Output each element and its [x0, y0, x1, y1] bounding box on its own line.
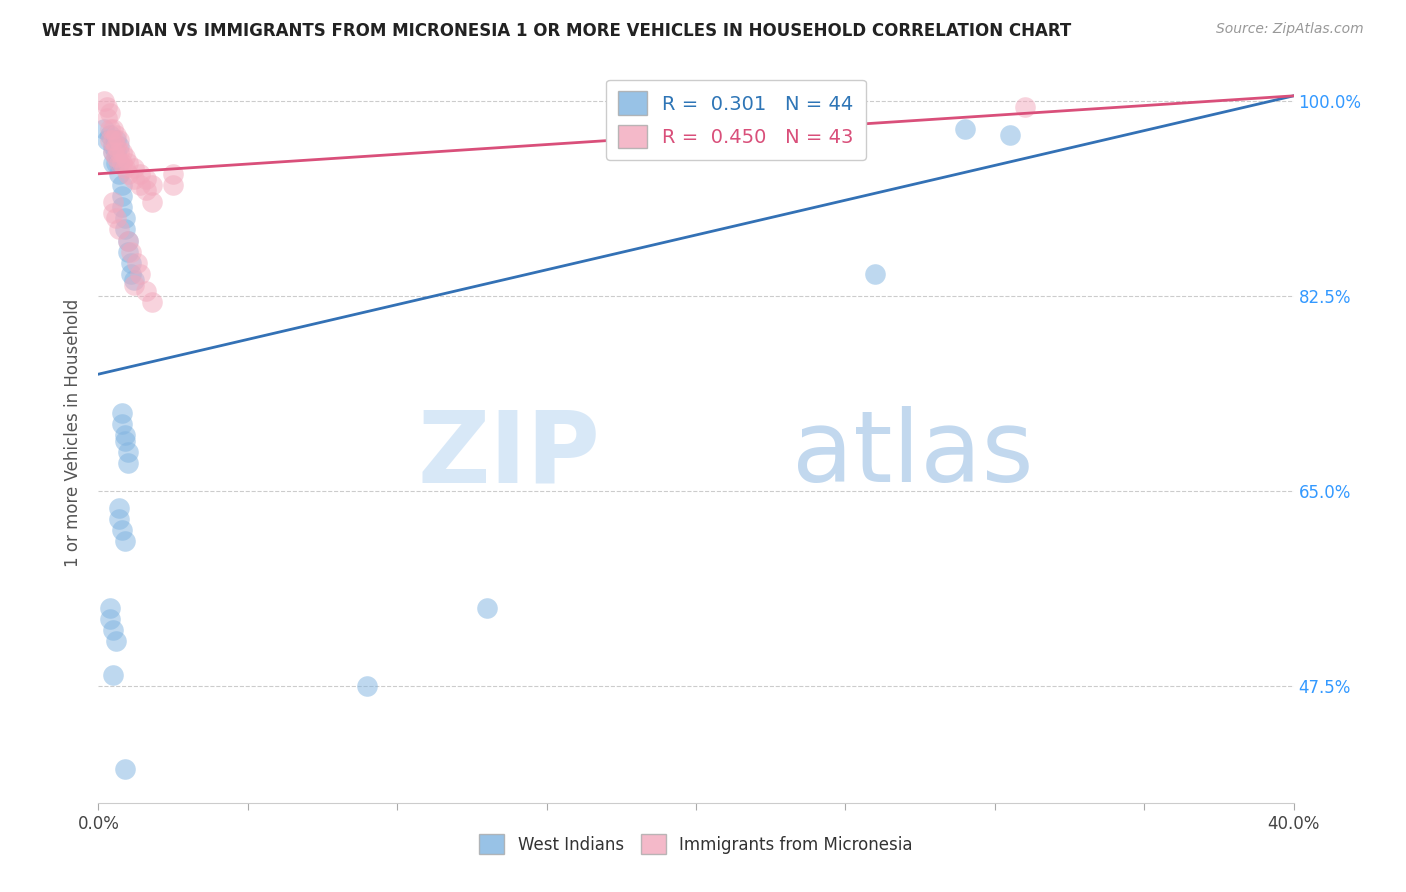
Point	[108, 133, 131, 147]
Point	[124, 272, 146, 286]
Point	[108, 512, 131, 526]
Point	[105, 128, 128, 142]
Point	[114, 150, 136, 164]
Point	[117, 155, 139, 169]
Point	[475, 601, 498, 615]
Point	[105, 150, 128, 164]
Point	[105, 155, 128, 169]
Point	[105, 145, 128, 159]
Point	[117, 456, 139, 470]
Point	[93, 95, 115, 109]
Point	[114, 428, 136, 442]
Point	[96, 133, 118, 147]
Point	[98, 128, 122, 142]
Point	[108, 139, 131, 153]
Point	[117, 445, 139, 459]
Point	[124, 172, 146, 186]
Point	[114, 434, 136, 448]
Point	[162, 178, 184, 192]
Point	[98, 122, 122, 136]
Point	[111, 523, 134, 537]
Point	[98, 133, 122, 147]
Point	[114, 161, 136, 176]
Point	[120, 256, 142, 270]
Point	[117, 234, 139, 248]
Point	[108, 222, 131, 236]
Point	[141, 194, 163, 209]
Point	[141, 294, 163, 309]
Point	[111, 145, 134, 159]
Point	[111, 189, 134, 203]
Point	[93, 122, 115, 136]
Point	[98, 105, 122, 120]
Point	[135, 284, 157, 298]
Legend: West Indians, Immigrants from Micronesia: West Indians, Immigrants from Micronesia	[472, 828, 920, 861]
Point	[96, 111, 118, 125]
Text: ZIP: ZIP	[418, 407, 600, 503]
Point	[129, 167, 152, 181]
Point	[105, 139, 128, 153]
Point	[108, 500, 131, 515]
Point	[114, 534, 136, 549]
Point	[141, 178, 163, 192]
Point	[124, 278, 146, 293]
Point	[135, 172, 157, 186]
Point	[111, 406, 134, 420]
Point	[356, 679, 378, 693]
Point	[98, 601, 122, 615]
Point	[108, 155, 131, 169]
Point	[114, 222, 136, 236]
Point	[953, 122, 976, 136]
Point	[108, 145, 131, 159]
Point	[129, 178, 152, 192]
Point	[111, 155, 134, 169]
Point	[998, 128, 1021, 142]
Point	[1014, 100, 1036, 114]
Point	[103, 667, 125, 681]
Point	[135, 184, 157, 198]
Point	[108, 167, 131, 181]
Point	[129, 267, 152, 281]
Point	[120, 244, 142, 259]
Point	[103, 624, 125, 638]
Text: Source: ZipAtlas.com: Source: ZipAtlas.com	[1216, 22, 1364, 37]
Point	[105, 211, 128, 226]
Point	[114, 211, 136, 226]
Point	[105, 133, 128, 147]
Y-axis label: 1 or more Vehicles in Household: 1 or more Vehicles in Household	[65, 299, 83, 566]
Point	[111, 417, 134, 432]
Point	[865, 267, 887, 281]
Point	[111, 178, 134, 192]
Point	[103, 205, 125, 219]
Text: atlas: atlas	[792, 407, 1033, 503]
Point	[103, 145, 125, 159]
Point	[103, 133, 125, 147]
Point	[108, 155, 131, 169]
Point	[103, 122, 125, 136]
Text: WEST INDIAN VS IMMIGRANTS FROM MICRONESIA 1 OR MORE VEHICLES IN HOUSEHOLD CORREL: WEST INDIAN VS IMMIGRANTS FROM MICRONESI…	[42, 22, 1071, 40]
Point	[127, 256, 149, 270]
Point	[103, 139, 125, 153]
Point	[120, 267, 142, 281]
Point	[105, 634, 128, 648]
Point	[103, 194, 125, 209]
Point	[117, 234, 139, 248]
Point	[117, 167, 139, 181]
Point	[114, 763, 136, 777]
Point	[124, 161, 146, 176]
Point	[111, 200, 134, 214]
Point	[96, 100, 118, 114]
Point	[98, 612, 122, 626]
Point	[117, 244, 139, 259]
Point	[103, 155, 125, 169]
Point	[162, 167, 184, 181]
Point	[103, 145, 125, 159]
